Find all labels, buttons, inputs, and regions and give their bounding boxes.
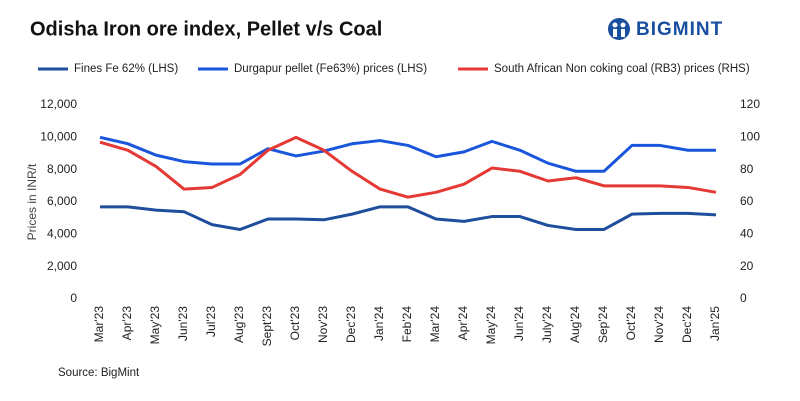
legend-label: South African Non coking coal (RB3) pric…: [494, 63, 750, 75]
y2-tick-label: 100: [740, 130, 760, 144]
y2-tick-label: 120: [740, 97, 760, 111]
x-tick-label: Nov'24: [652, 306, 666, 343]
y2-tick-label: 80: [740, 162, 754, 176]
x-tick-label: Mar'24: [428, 306, 442, 343]
x-tick-label: Aug'24: [568, 306, 582, 343]
y-tick-label: 8,000: [47, 162, 77, 176]
y-tick-label: 4,000: [47, 227, 77, 241]
x-tick-label: Oct'23: [288, 306, 302, 341]
x-tick-label: Apr'24: [456, 306, 470, 341]
chart-title: Odisha Iron ore index, Pellet v/s Coal: [30, 18, 382, 40]
logo-icon: [608, 18, 630, 40]
y-tick-label: 0: [70, 291, 77, 305]
x-tick-label: Oct'24: [624, 306, 638, 341]
legend-label: Fines Fe 62% (LHS): [74, 63, 178, 75]
x-tick-label: Dec'24: [680, 306, 694, 343]
y2-tick-label: 0: [740, 291, 747, 305]
y2-tick-label: 20: [740, 259, 754, 273]
x-tick-label: Jan'25: [708, 306, 722, 341]
x-tick-label: Jun'23: [176, 306, 190, 341]
y2-tick-label: 60: [740, 194, 754, 208]
y2-tick-label: 40: [740, 227, 754, 241]
x-tick-label: May'23: [148, 306, 162, 345]
series-line: [99, 135, 716, 173]
source: Source: BigMint: [58, 367, 140, 379]
series-line: [99, 135, 717, 199]
logo-text: BIGMINT: [636, 19, 723, 40]
x-tick-label: Jul'23: [204, 306, 218, 337]
x-tick-label: Sept'23: [260, 306, 274, 347]
x-tick-label: July'24: [540, 306, 554, 343]
y-tick-label: 12,000: [40, 97, 77, 111]
y-tick-label: 10,000: [40, 130, 77, 144]
x-tick-label: Jun'24: [512, 306, 526, 341]
y-tick-label: 2,000: [47, 259, 77, 273]
x-tick-label: Sep'24: [596, 306, 610, 343]
x-tick-label: Feb'24: [400, 306, 414, 343]
legend-label: Durgapur pellet (Fe63%) prices (LHS): [234, 63, 427, 75]
series-line: [100, 205, 717, 231]
x-tick-label: Mar'23: [92, 306, 106, 343]
x-tick-label: Dec'23: [344, 306, 358, 343]
y-axis-label: Prices in INR/t: [25, 163, 39, 240]
y-tick-label: 6,000: [47, 194, 77, 208]
x-tick-label: Aug'23: [232, 306, 246, 343]
x-tick-label: Apr'23: [120, 306, 134, 341]
x-tick-label: Jan'24: [372, 306, 386, 341]
x-tick-label: Nov'23: [316, 306, 330, 343]
x-tick-label: May'24: [484, 306, 498, 345]
